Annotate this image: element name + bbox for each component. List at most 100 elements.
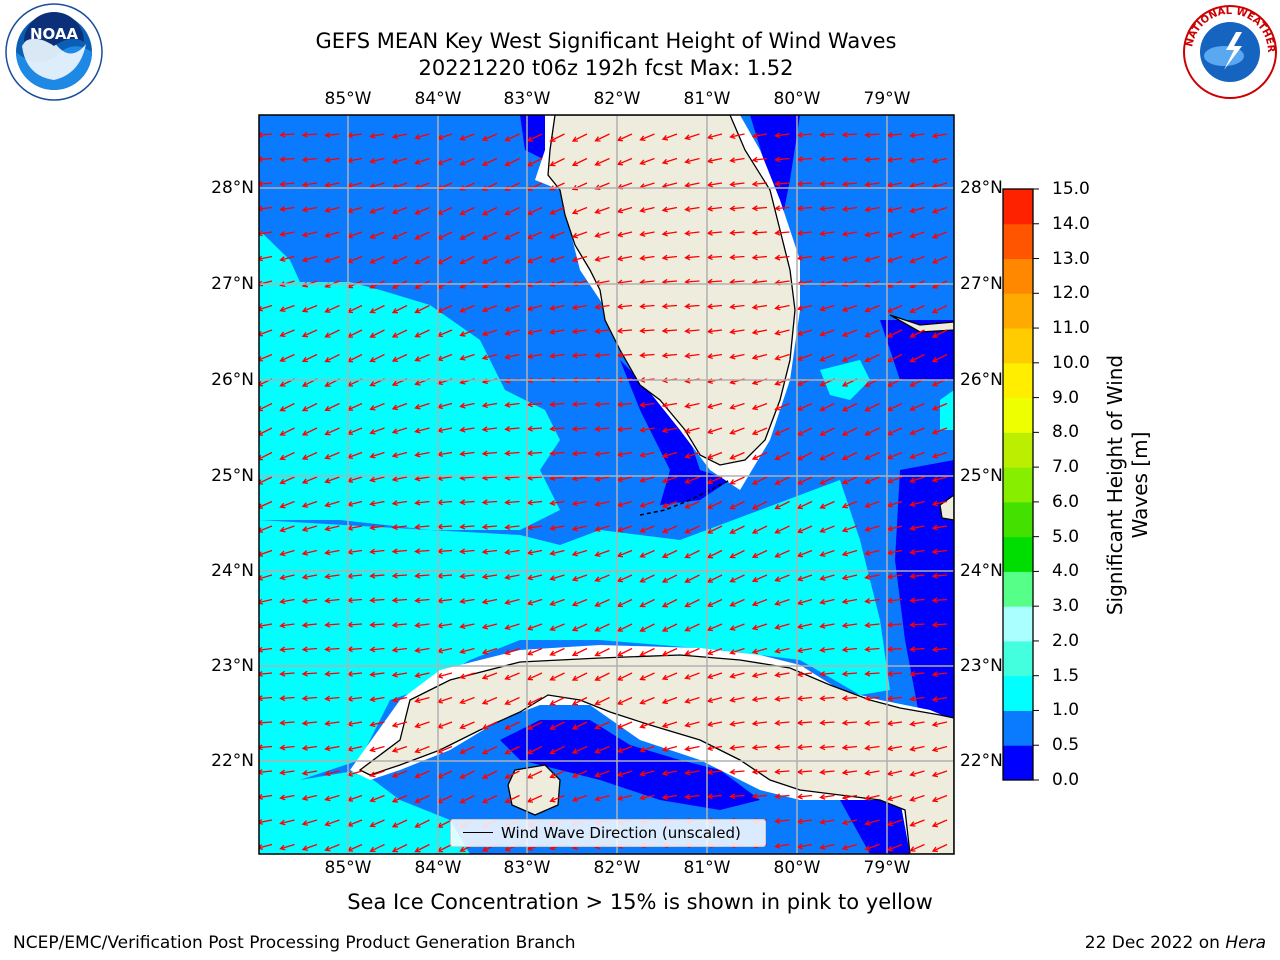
wave-direction-arrow <box>706 402 723 410</box>
wave-direction-arrow <box>594 426 610 432</box>
wave-direction-arrow <box>909 819 925 827</box>
wave-direction-arrow <box>886 132 903 138</box>
wave-direction-arrow <box>571 401 588 408</box>
wave-direction-arrow <box>279 476 295 485</box>
wave-direction-arrow <box>481 426 498 433</box>
wave-direction-arrow <box>259 329 273 337</box>
wave-direction-arrow <box>616 623 633 632</box>
wave-direction-arrow <box>684 402 700 409</box>
wave-direction-arrow <box>301 720 318 726</box>
wave-direction-arrow <box>706 133 723 140</box>
wave-direction-arrow <box>549 525 565 531</box>
wave-direction-arrow <box>481 523 498 530</box>
colorbar-tick-label: 5.0 <box>1052 526 1080 547</box>
colorbar-tick-label: 4.0 <box>1052 561 1080 582</box>
wave-direction-arrow <box>526 623 543 631</box>
wave-direction-arrow <box>796 598 813 606</box>
wave-direction-arrow <box>796 671 813 678</box>
wave-direction-arrow <box>369 696 385 703</box>
wave-direction-arrow <box>706 353 723 360</box>
wave-direction-arrow <box>594 549 610 557</box>
wave-direction-arrow <box>774 598 790 606</box>
wave-direction-arrow <box>751 623 768 631</box>
lat-tick-label: 28°N <box>211 178 254 198</box>
wave-direction-arrow <box>751 205 768 212</box>
wave-direction-arrow <box>526 647 543 656</box>
wave-direction-arrow <box>571 352 588 359</box>
wave-direction-arrow <box>369 621 385 628</box>
wave-direction-arrow <box>324 670 340 677</box>
lon-tick-label: 83°W <box>503 89 551 109</box>
wave-direction-arrow <box>414 770 430 779</box>
wave-direction-arrow <box>729 574 745 583</box>
wave-direction-arrow <box>301 769 318 776</box>
wave-direction-arrow <box>864 131 880 138</box>
wave-direction-arrow <box>841 230 858 237</box>
colorbar-segment <box>1003 189 1033 225</box>
wave-direction-arrow <box>751 744 768 751</box>
lat-tick-label: 23°N <box>211 656 254 676</box>
wave-direction-arrow <box>639 549 655 558</box>
wave-direction-arrow <box>504 450 520 457</box>
wave-direction-arrow <box>684 623 700 632</box>
wave-direction-arrow <box>414 475 430 482</box>
wave-direction-arrow <box>909 304 925 314</box>
colorbar-segment <box>1003 571 1033 607</box>
wave-direction-arrow <box>324 181 340 188</box>
wave-direction-arrow <box>279 402 295 412</box>
wave-direction-arrow <box>549 672 565 681</box>
wave-direction-arrow <box>706 427 723 435</box>
wave-direction-arrow <box>459 647 475 655</box>
wave-direction-arrow <box>751 647 768 655</box>
wave-direction-arrow <box>571 794 588 802</box>
wave-direction-arrow <box>774 427 790 436</box>
wave-direction-arrow <box>639 352 655 359</box>
wave-direction-arrow <box>819 719 835 726</box>
wave-direction-arrow <box>639 525 655 533</box>
wave-direction-arrow <box>684 476 700 484</box>
wave-direction-arrow <box>459 573 475 580</box>
wave-direction-arrow <box>774 549 790 558</box>
colorbar-segment <box>1003 710 1033 746</box>
wave-direction-arrow <box>324 255 340 263</box>
wave-direction-arrow <box>684 525 700 534</box>
wave-direction-arrow <box>504 745 520 755</box>
wave-direction-arrow <box>886 525 903 532</box>
wave-direction-arrow <box>414 157 430 165</box>
wave-direction-arrow <box>324 770 340 777</box>
wave-direction-arrow <box>684 451 700 459</box>
wave-direction-arrow <box>706 229 723 236</box>
wave-direction-arrow <box>526 696 543 706</box>
wave-direction-arrow <box>796 402 813 411</box>
wave-direction-arrow <box>259 671 273 677</box>
wave-direction-arrow <box>594 450 610 457</box>
wave-direction-arrow <box>886 255 903 263</box>
wave-direction-arrow <box>819 427 835 436</box>
wave-direction-arrow <box>391 843 408 853</box>
lat-lon-grid <box>259 115 954 854</box>
wave-direction-arrow <box>864 794 880 801</box>
wave-direction-arrow <box>751 156 768 163</box>
colorbar-tick-label: 15.0 <box>1052 179 1090 199</box>
wave-direction-arrow <box>259 549 273 557</box>
wave-direction-arrow <box>459 231 475 240</box>
wave-direction-arrow <box>571 425 588 432</box>
lat-tick-label: 27°N <box>960 274 1003 294</box>
colorbar-tick-label: 13.0 <box>1052 248 1090 269</box>
wave-direction-arrow <box>706 328 723 335</box>
wave-direction-arrow <box>774 768 790 775</box>
wave-direction-arrow <box>324 156 340 163</box>
wave-band-0-0.5-ne <box>880 320 954 380</box>
wave-direction-arrow <box>684 696 700 704</box>
wave-direction-arrow <box>796 549 813 558</box>
wave-direction-arrow <box>819 622 835 629</box>
wave-direction-arrow <box>549 549 565 556</box>
wave-band-1.0-1.5-ne <box>940 390 954 430</box>
wave-direction-arrow <box>729 157 745 164</box>
wave-direction-arrow <box>616 574 633 583</box>
colorbar-segment <box>1003 640 1033 677</box>
wave-direction-arrow <box>301 500 318 508</box>
wave-direction-arrow <box>526 231 543 240</box>
wave-direction-arrow <box>886 206 903 213</box>
wave-direction-arrow <box>369 206 385 214</box>
